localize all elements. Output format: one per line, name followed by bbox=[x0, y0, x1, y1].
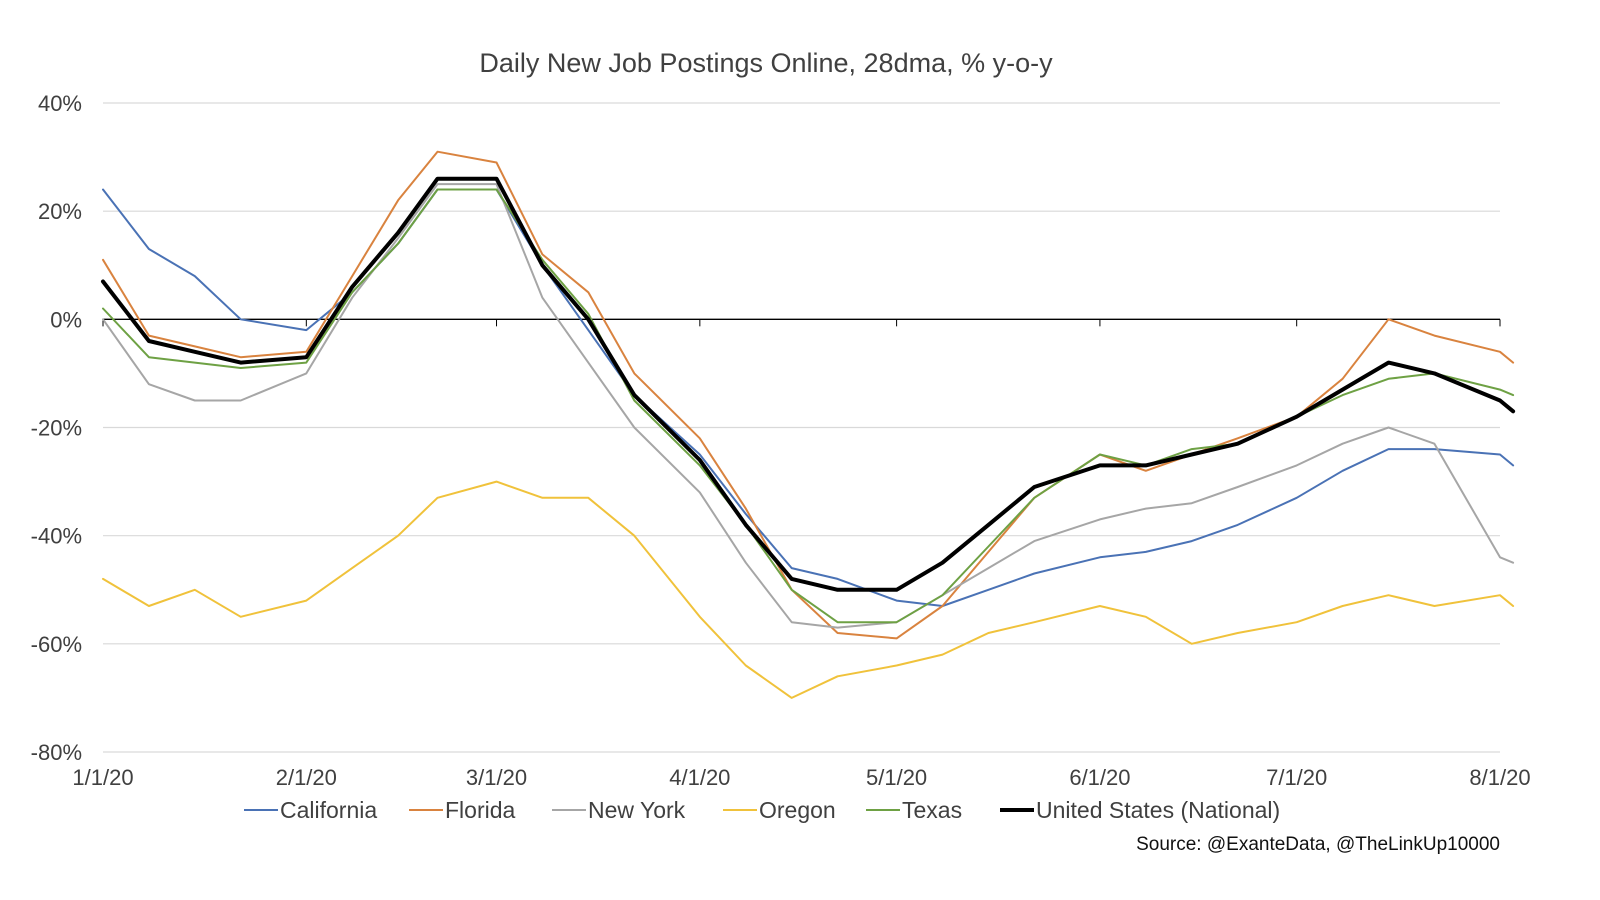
x-tick-label: 7/1/20 bbox=[1266, 765, 1327, 790]
y-axis: 40% 20% 0% -20% -40% -60% -80% bbox=[31, 91, 82, 765]
x-tick-label: 5/1/20 bbox=[866, 765, 927, 790]
series-lines bbox=[101, 150, 1516, 699]
y-tick-label: 20% bbox=[38, 199, 82, 224]
y-tick-label: -20% bbox=[31, 416, 82, 441]
y-tick-label: -40% bbox=[31, 524, 82, 549]
x-tick-label: 6/1/20 bbox=[1069, 765, 1130, 790]
source-note: Source: @ExanteData, @TheLinkUp10000 bbox=[1136, 834, 1500, 855]
series-line-new-york bbox=[102, 183, 1515, 629]
series-line-united-states-national bbox=[101, 176, 1516, 592]
x-tick-label: 4/1/20 bbox=[669, 765, 730, 790]
chart-title: Daily New Job Postings Online, 28dma, % … bbox=[479, 48, 1053, 78]
x-tick-label: 8/1/20 bbox=[1469, 765, 1530, 790]
gridlines bbox=[103, 102, 1500, 753]
legend-label-florida: Florida bbox=[445, 797, 516, 823]
x-tick-label: 3/1/20 bbox=[466, 765, 527, 790]
series-line-california bbox=[102, 188, 1515, 607]
y-tick-label: 0% bbox=[50, 307, 82, 332]
legend-label-texas: Texas bbox=[902, 797, 962, 823]
series-line-oregon bbox=[102, 480, 1515, 699]
y-tick-label: 40% bbox=[38, 91, 82, 116]
x-tick-label: 2/1/20 bbox=[276, 765, 337, 790]
y-tick-label: -80% bbox=[31, 740, 82, 765]
x-tick-label: 1/1/20 bbox=[72, 765, 133, 790]
legend: California Florida New York Oregon Texas Unit… bbox=[244, 797, 1280, 823]
legend-label-oregon: Oregon bbox=[759, 797, 836, 823]
legend-label-new-york: New York bbox=[588, 797, 686, 823]
legend-label-california: California bbox=[280, 797, 377, 823]
series-line-texas bbox=[102, 188, 1515, 624]
x-axis: 1/1/20 2/1/20 3/1/20 4/1/20 5/1/20 6/1/20 7/1/… bbox=[72, 319, 1531, 790]
series-line-florida bbox=[102, 150, 1515, 640]
legend-label-united-states-national: United States (National) bbox=[1036, 797, 1280, 823]
y-tick-label: -60% bbox=[31, 632, 82, 657]
